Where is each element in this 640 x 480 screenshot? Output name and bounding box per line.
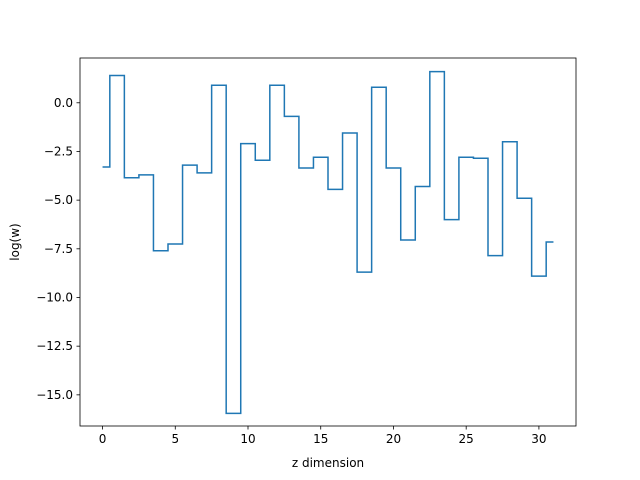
y-tick-label: −5.0 <box>44 193 73 207</box>
plot-area <box>80 58 576 426</box>
x-tick-label: 30 <box>531 432 546 446</box>
y-tick-label: −2.5 <box>44 144 73 158</box>
ticks-layer: 0 5 10 15 20 25 30 0.0 −2.5 −5.0 −7.5 −10.0 −12.5 −15… <box>36 96 546 446</box>
plot-frame <box>79 57 577 427</box>
x-tick-label: 0 <box>99 432 107 446</box>
y-tick-label: −15.0 <box>36 388 73 402</box>
x-tick-label: 5 <box>171 432 179 446</box>
x-tick-label: 20 <box>386 432 401 446</box>
series-step-line <box>102 70 554 415</box>
series-layer <box>102 70 554 415</box>
y-tick-label: 0.0 <box>54 96 73 110</box>
x-axis-label: z dimension <box>292 456 364 470</box>
x-tick-label: 25 <box>459 432 474 446</box>
y-tick-label: −10.0 <box>36 290 73 304</box>
x-tick-label: 15 <box>313 432 328 446</box>
x-tick-label: 10 <box>240 432 255 446</box>
y-tick-label: −12.5 <box>36 339 73 353</box>
y-tick-label: −7.5 <box>44 242 73 256</box>
y-axis-label: log(w) <box>8 223 22 260</box>
